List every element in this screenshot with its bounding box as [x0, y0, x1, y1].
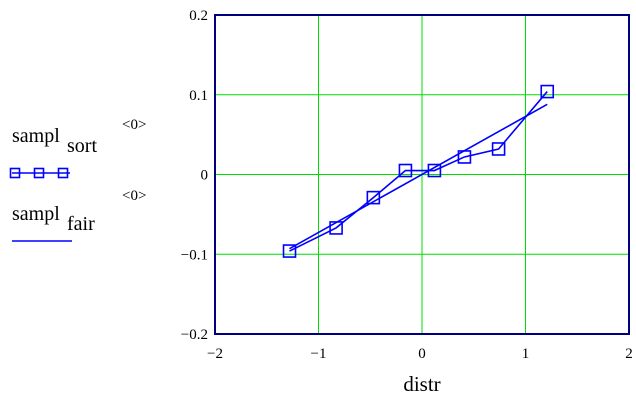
data-point-sort	[282, 244, 297, 258]
series-line-fair	[289, 103, 548, 250]
y-tick-label: −0.1	[181, 247, 208, 263]
x-axis-label: distr	[403, 372, 440, 396]
y-tick-label: 0.1	[189, 88, 208, 104]
data-point-sort	[540, 84, 555, 99]
tick-labels: −2 −1 0 1 2 −0.2 −0.1 0 0.1 0.2	[181, 8, 633, 362]
legend-fair-superscript: <0>	[122, 188, 146, 204]
legend-sort-marker	[9, 167, 21, 179]
legend-sort-base: sampl	[12, 125, 60, 147]
y-tick-label: 0.2	[189, 8, 208, 24]
legend-entry-fair: sampl fair <0>	[12, 188, 146, 242]
data-point-sort	[398, 163, 413, 178]
x-tick-label: −2	[207, 346, 223, 362]
x-tick-label: 0	[418, 346, 426, 362]
legend-sort-superscript: <0>	[122, 117, 146, 133]
legend-sort-subscript: sort	[67, 135, 97, 157]
legend-fair-subscript: fair	[67, 213, 95, 235]
y-tick-label: 0	[201, 168, 209, 184]
y-tick-label: −0.2	[181, 327, 208, 343]
x-tick-label: 2	[625, 346, 633, 362]
legend-fair-base: sampl	[12, 203, 60, 225]
x-tick-label: −1	[311, 346, 327, 362]
x-tick-label: 1	[522, 346, 530, 362]
legend-entry-sort: sampl sort <0>	[9, 117, 146, 179]
series-layer	[282, 84, 555, 258]
legend-sort-marker	[33, 167, 45, 179]
data-point-sort	[491, 142, 506, 156]
legend-sort-marker	[57, 167, 69, 179]
legend-sort-swatch	[9, 167, 70, 179]
plot-frame	[214, 14, 630, 335]
